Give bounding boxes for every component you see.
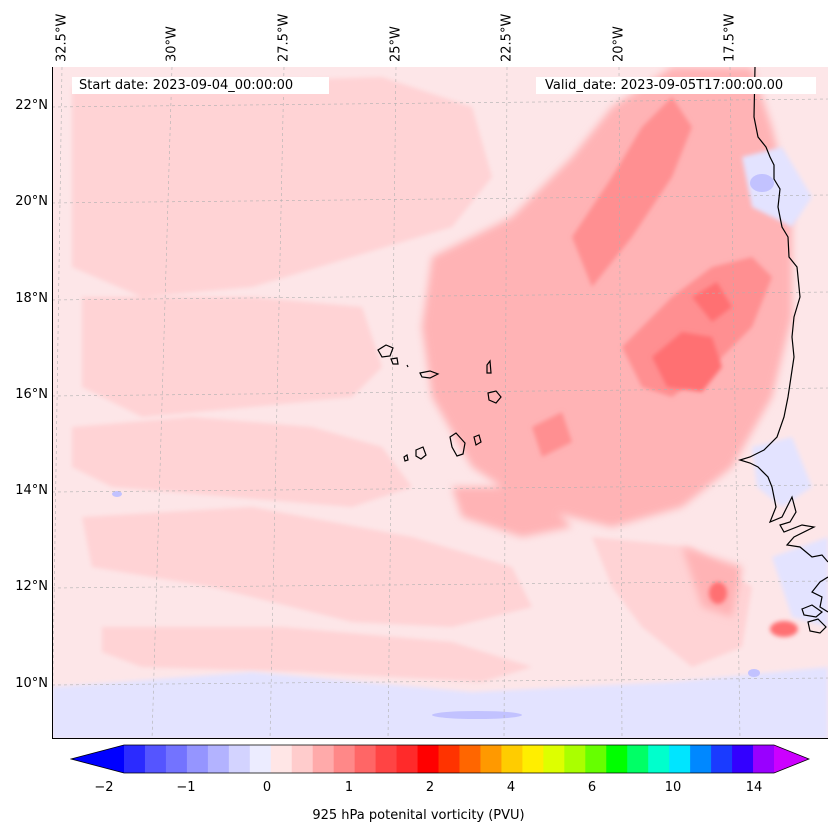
colorbar-segment bbox=[501, 745, 523, 773]
lon-label-32-5w: 32.5°W bbox=[54, 13, 70, 62]
pv-field-light bbox=[72, 77, 752, 682]
colorbar-outline bbox=[70, 744, 810, 774]
colorbar-segment bbox=[249, 745, 272, 773]
colorbar-extend-low bbox=[71, 745, 124, 773]
colorbar-segment bbox=[459, 745, 481, 773]
colorbar-segment bbox=[627, 745, 649, 773]
map-panel bbox=[52, 67, 828, 739]
colorbar-segment bbox=[354, 745, 377, 773]
colorbar-scale bbox=[70, 744, 810, 774]
colorbar-segment bbox=[207, 745, 230, 773]
cape-verde-islands bbox=[377, 344, 502, 462]
colorbar-segment bbox=[396, 745, 419, 773]
colorbar-segment bbox=[543, 745, 565, 773]
colorbar-tick-4: 4 bbox=[506, 780, 516, 795]
colorbar-segment bbox=[144, 745, 167, 773]
pv-field-negative bbox=[52, 147, 828, 739]
lon-label-17-5w: 17.5°W bbox=[722, 13, 738, 62]
colorbar-segment bbox=[732, 745, 754, 773]
colorbar-tick-0: 0 bbox=[262, 780, 272, 795]
lat-label-10n: 10°N bbox=[15, 676, 48, 691]
lon-label-30w: 30°W bbox=[164, 26, 180, 62]
colorbar-segment bbox=[585, 745, 607, 773]
lat-label-20n: 20°N bbox=[15, 194, 48, 209]
colorbar-segment bbox=[711, 745, 733, 773]
lon-label-20w: 20°W bbox=[611, 26, 627, 62]
colorbar-title: 925 hPa potenital vorticity (PVU) bbox=[312, 808, 525, 823]
colorbar bbox=[70, 744, 810, 774]
colorbar-segment bbox=[124, 745, 146, 773]
colorbar-segment bbox=[753, 745, 775, 773]
colorbar-segment bbox=[165, 745, 188, 773]
africa-coastline bbox=[737, 67, 828, 634]
lon-label-25w: 25°W bbox=[388, 26, 404, 62]
colorbar-segment bbox=[291, 745, 314, 773]
pv-field-core bbox=[652, 282, 798, 637]
colorbar-segment bbox=[186, 745, 209, 773]
colorbar-segment bbox=[648, 745, 670, 773]
colorbar-extend-high bbox=[774, 745, 809, 773]
colorbar-segment bbox=[438, 745, 460, 773]
lat-label-18n: 18°N bbox=[15, 291, 48, 306]
colorbar-segment bbox=[417, 745, 440, 773]
colorbar-tick-10: 10 bbox=[664, 780, 682, 795]
colorbar-segment bbox=[375, 745, 398, 773]
lat-label-22n: 22°N bbox=[15, 98, 48, 113]
colorbar-tick-14: 14 bbox=[745, 780, 763, 795]
colorbar-segment bbox=[270, 745, 293, 773]
lat-label-16n: 16°N bbox=[15, 387, 48, 402]
colorbar-tick-2: 2 bbox=[425, 780, 435, 795]
colorbar-tick-minus1: −1 bbox=[176, 780, 196, 795]
colorbar-tick-minus2: −2 bbox=[94, 780, 114, 795]
start-date-label: Start date: 2023-09-04_00:00:00 bbox=[72, 77, 329, 94]
lon-label-22-5w: 22.5°W bbox=[499, 13, 515, 62]
colorbar-segment bbox=[228, 745, 251, 773]
map-frame bbox=[52, 67, 828, 739]
colorbar-segment bbox=[312, 745, 335, 773]
colorbar-tick-6: 6 bbox=[587, 780, 597, 795]
colorbar-segment bbox=[669, 745, 691, 773]
pv-contour-map bbox=[52, 67, 828, 739]
lat-label-12n: 12°N bbox=[15, 579, 48, 594]
graticule bbox=[52, 67, 828, 739]
lat-label-14n: 14°N bbox=[15, 483, 48, 498]
colorbar-segment bbox=[606, 745, 628, 773]
pv-field-negative-strong bbox=[112, 174, 774, 719]
valid-date-label: Valid_date: 2023-09-05T17:00:00.00 bbox=[536, 77, 816, 94]
lon-label-27-5w: 27.5°W bbox=[276, 13, 292, 62]
colorbar-segment bbox=[522, 745, 544, 773]
colorbar-segment bbox=[480, 745, 502, 773]
colorbar-segment bbox=[333, 745, 356, 773]
colorbar-tick-1: 1 bbox=[344, 780, 354, 795]
colorbar-segment bbox=[690, 745, 712, 773]
colorbar-segment bbox=[564, 745, 586, 773]
